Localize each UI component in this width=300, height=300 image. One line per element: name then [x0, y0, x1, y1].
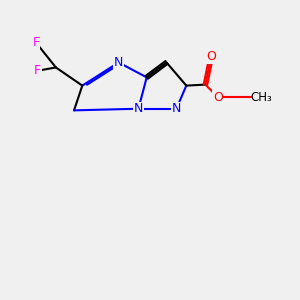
- Text: O: O: [206, 50, 216, 63]
- Text: N: N: [172, 102, 181, 115]
- Text: N: N: [114, 56, 123, 69]
- Text: F: F: [34, 64, 41, 77]
- Text: N: N: [134, 102, 143, 115]
- Text: F: F: [32, 36, 40, 49]
- Text: CH₃: CH₃: [251, 91, 272, 104]
- Text: O: O: [213, 91, 223, 104]
